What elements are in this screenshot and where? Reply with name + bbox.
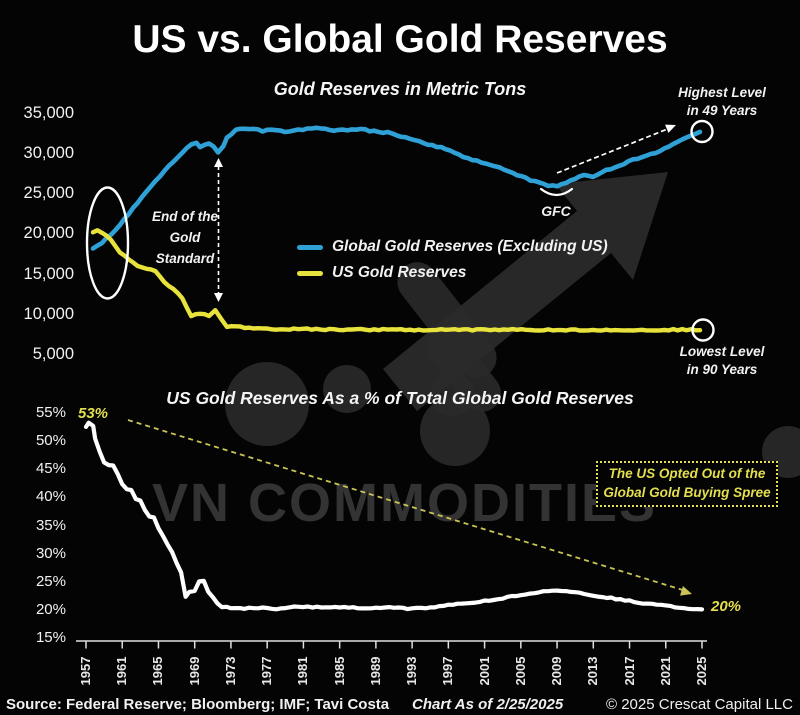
annotation-highest-level: Highest Level in 49 Years: [678, 85, 766, 118]
watermark-logo-bar: [427, 328, 501, 412]
highest-point-circle: [690, 119, 714, 144]
callout-box: The US Opted Out of the Global Gold Buyi…: [596, 461, 778, 507]
x-tick-label: 1969: [186, 656, 202, 686]
gold-standard-arrowhead-down: [214, 293, 223, 302]
footer-as-of: Chart As of 2/25/2025: [412, 696, 564, 713]
start-point-ellipse: [85, 186, 130, 300]
top-y-tick-label: 5,000: [32, 344, 74, 363]
lowest-point-circle: [691, 318, 715, 342]
x-tick-label: 2001: [476, 656, 492, 686]
bottom-y-tick-label: 55%: [35, 404, 66, 421]
gfc-bracket: [539, 187, 574, 197]
legend-label-global: Global Gold Reserves (Excluding US): [332, 238, 608, 255]
x-tick-label: 1957: [78, 656, 93, 686]
watermark-logo-dot: [323, 365, 371, 413]
highest-level-arrow-line: [556, 127, 671, 174]
legend-label-us: US Gold Reserves: [332, 264, 467, 281]
x-tick-label: 2013: [585, 656, 601, 686]
legend-item-us: US Gold Reserves: [297, 264, 608, 282]
x-tick-label: 1965: [150, 656, 166, 686]
x-tick-label: 1989: [367, 656, 383, 686]
x-tick-label: 2021: [657, 656, 673, 686]
top-y-tick-label: 25,000: [23, 184, 74, 203]
bottom-y-tick-label: 35%: [35, 516, 66, 534]
footer-source: Source: Federal Reserve; Bloomberg; IMF;…: [6, 696, 390, 713]
bottom-y-tick-label: 30%: [35, 544, 66, 562]
us-share-line: [83, 420, 705, 612]
annotation-lowest-level: Lowest Level in 90 Years: [679, 344, 765, 377]
pct-end-label: 20%: [711, 598, 742, 615]
watermark-logo-dot: [225, 362, 309, 446]
declining-share-arrowhead: [680, 586, 692, 596]
legend: Global Gold Reserves (Excluding US) US G…: [297, 238, 608, 282]
top-chart-title: Gold Reserves in Metric Tons: [273, 79, 527, 99]
top-y-tick-label: 30,000: [23, 144, 74, 163]
bottom-y-tick-label: 50%: [35, 432, 66, 450]
x-tick-label: 1997: [440, 656, 456, 686]
global-line-swatch: [297, 244, 323, 250]
x-tick-label: 2025: [693, 656, 709, 686]
x-tick-label: 1981: [295, 656, 311, 686]
global-gold-reserves-line: [90, 125, 703, 251]
top-y-tick-label: 35,000: [23, 104, 74, 122]
x-tick-label: 1961: [114, 656, 130, 686]
x-tick-label: 2009: [549, 656, 565, 686]
x-tick-label: 1977: [259, 656, 275, 686]
declining-share-arrow-line: [127, 419, 687, 592]
x-tick-label: 1973: [222, 656, 238, 686]
bottom-y-tick-label: 25%: [35, 572, 66, 590]
x-tick-label: 1993: [404, 656, 420, 686]
pct-start-label: 53%: [78, 405, 109, 422]
watermark-logo-bar: [397, 262, 497, 378]
highest-level-arrowhead: [665, 124, 676, 133]
bottom-y-tick-label: 40%: [35, 488, 66, 506]
x-tick-label: 2017: [621, 656, 637, 686]
us-gold-reserves-line: [90, 228, 703, 333]
x-tick-label: 2005: [512, 656, 528, 686]
bottom-y-tick-label: 20%: [35, 600, 66, 618]
footer-copyright: © 2025 Crescat Capital LLC: [606, 696, 793, 713]
watermark-logo-dot: [420, 396, 490, 466]
annotation-gfc: GFC: [541, 203, 571, 219]
top-y-tick-label: 15,000: [23, 264, 74, 283]
annotation-end-of-gold-standard: End of the Gold Standard: [152, 209, 218, 266]
top-y-tick-label: 20,000: [23, 224, 74, 243]
legend-item-global: Global Gold Reserves (Excluding US): [297, 238, 608, 256]
gold-standard-arrowhead-up: [214, 158, 223, 167]
bottom-chart-title: US Gold Reserves As a % of Total Global …: [166, 388, 634, 408]
bottom-y-tick-label: 45%: [35, 460, 66, 478]
top-y-tick-label: 10,000: [23, 304, 74, 323]
us-line-swatch: [297, 270, 323, 276]
x-tick-label: 1985: [331, 656, 347, 686]
main-title: US vs. Global Gold Reserves: [132, 18, 668, 61]
watermark-text: VN COMMODITIES: [152, 473, 658, 533]
bottom-y-tick-label: 15%: [35, 629, 66, 646]
